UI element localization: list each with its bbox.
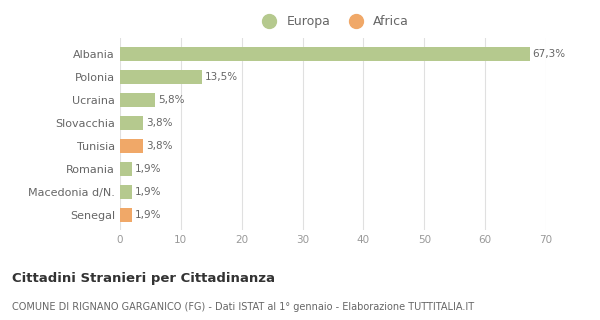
Bar — [120, 162, 131, 176]
Text: 1,9%: 1,9% — [134, 187, 161, 197]
Bar — [120, 70, 202, 84]
Text: 5,8%: 5,8% — [158, 95, 185, 105]
Text: COMUNE DI RIGNANO GARGANICO (FG) - Dati ISTAT al 1° gennaio - Elaborazione TUTTI: COMUNE DI RIGNANO GARGANICO (FG) - Dati … — [12, 302, 474, 312]
Bar — [120, 139, 143, 153]
Text: 1,9%: 1,9% — [134, 164, 161, 174]
Bar — [120, 208, 131, 222]
Text: 67,3%: 67,3% — [533, 49, 566, 59]
Bar — [120, 93, 155, 107]
Text: 1,9%: 1,9% — [134, 210, 161, 220]
Text: Cittadini Stranieri per Cittadinanza: Cittadini Stranieri per Cittadinanza — [12, 272, 275, 284]
Bar — [120, 185, 131, 199]
Text: 13,5%: 13,5% — [205, 72, 238, 82]
Bar — [120, 116, 143, 130]
Legend: Europa, Africa: Europa, Africa — [252, 10, 414, 33]
Text: 3,8%: 3,8% — [146, 141, 173, 151]
Bar — [120, 47, 530, 61]
Text: 3,8%: 3,8% — [146, 118, 173, 128]
